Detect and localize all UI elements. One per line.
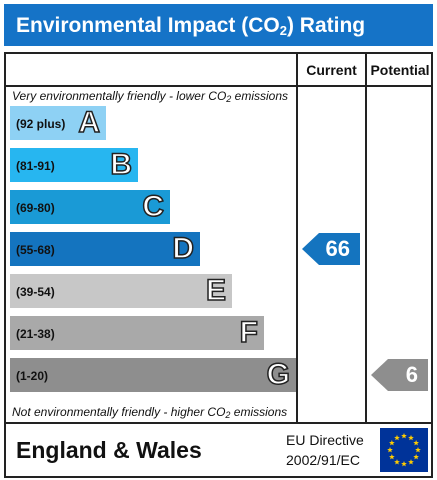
column-divider (365, 54, 367, 422)
potential-rating-arrow: 6 (371, 359, 428, 391)
directive-line-2: 2002/91/EC (286, 452, 360, 468)
flag-star-icon (389, 440, 395, 446)
rating-title: Environmental Impact (CO2) Rating (4, 4, 433, 46)
column-divider (296, 54, 298, 422)
flag-star-icon (394, 459, 400, 465)
rating-table: Current Potential Very environmentally f… (4, 52, 433, 424)
band-letter: G (266, 357, 291, 392)
flag-star-icon (389, 454, 395, 460)
flag-star-icon (387, 447, 393, 453)
header-divider (6, 85, 431, 87)
directive-line-1: EU Directive (286, 432, 364, 448)
flag-star-icon (413, 440, 419, 446)
flag-star-icon (408, 434, 414, 441)
band-range: (1-20) (16, 369, 49, 383)
footer: England & Wales EU Directive 2002/91/EC (4, 424, 433, 478)
band-e: (39-54) E (10, 273, 232, 308)
flag-star-icon (401, 461, 407, 467)
band-range: (69-80) (16, 201, 55, 215)
flag-star-icon (415, 447, 421, 453)
region-label: England & Wales (16, 437, 202, 463)
current-column-header: Current (306, 62, 357, 78)
band-range: (55-68) (16, 243, 55, 257)
eu-flag-icon (380, 428, 428, 472)
band-range: (39-54) (16, 285, 55, 299)
band-b: (81-91) B (10, 147, 138, 182)
bottom-note: Not environmentally friendly - higher CO… (12, 405, 288, 420)
band-c: (69-80) C (10, 189, 170, 224)
band-range: (21-38) (16, 327, 55, 341)
flag-star-icon (394, 434, 400, 441)
band-g: (1-20) G (10, 357, 296, 392)
band-letter: D (172, 231, 195, 266)
band-range: (92 plus) (16, 117, 66, 131)
flag-star-icon (408, 459, 414, 465)
current-rating-arrow: 66 (302, 233, 360, 265)
band-d: (55-68) D (10, 231, 200, 266)
flag-star-icon (401, 433, 407, 439)
band-f: (21-38) F (10, 315, 264, 350)
band-range: (81-91) (16, 159, 55, 173)
band-letter: B (110, 147, 133, 182)
potential-column-header: Potential (370, 62, 430, 78)
band-letter: C (142, 189, 165, 224)
band-letter: F (239, 315, 259, 350)
band-letter: A (78, 105, 101, 140)
eu-directive: EU Directive 2002/91/EC (286, 430, 364, 470)
flag-star-icon (413, 454, 419, 460)
band-a: (92 plus) A (10, 105, 106, 140)
top-note: Very environmentally friendly - lower CO… (12, 89, 288, 104)
band-letter: E (205, 273, 227, 308)
